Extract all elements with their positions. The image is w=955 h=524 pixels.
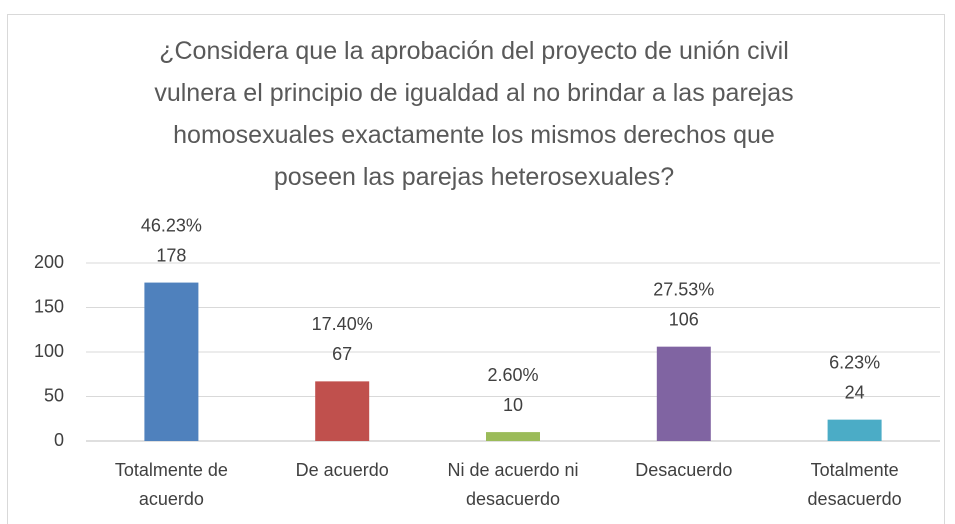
x-tick-label: Totalmente de acuerdo: [115, 460, 228, 509]
x-tick-label: Ni de acuerdo ni desacuerdo: [447, 460, 578, 509]
chart-frame: [7, 14, 945, 524]
x-tick-label: Desacuerdo: [635, 460, 732, 480]
data-label: 178: [156, 245, 186, 265]
data-label-percent: 27.53%: [653, 279, 714, 299]
bar: [315, 381, 370, 441]
data-label-percent: 46.23%: [141, 215, 202, 235]
y-tick-label: 0: [54, 430, 64, 450]
data-label: 10: [503, 395, 523, 415]
x-tick-label: De acuerdo: [296, 460, 389, 480]
data-label: 106: [669, 309, 699, 329]
y-tick-label: 50: [44, 385, 64, 405]
data-label: 67: [332, 344, 352, 364]
y-tick-label: 150: [34, 296, 64, 316]
data-label-percent: 6.23%: [829, 352, 880, 372]
bar: [144, 282, 199, 441]
bar: [656, 346, 711, 441]
bar: [827, 419, 882, 441]
x-tick-label: Totalmente desacuerdo: [808, 460, 902, 509]
data-label-percent: 2.60%: [487, 365, 538, 385]
y-tick-label: 100: [34, 341, 64, 361]
data-label-percent: 17.40%: [312, 314, 373, 334]
chart-title: ¿Considera que la aprobación del proyect…: [154, 37, 794, 191]
data-label: 24: [845, 382, 865, 402]
y-tick-label: 200: [34, 252, 64, 272]
bar: [486, 432, 540, 441]
